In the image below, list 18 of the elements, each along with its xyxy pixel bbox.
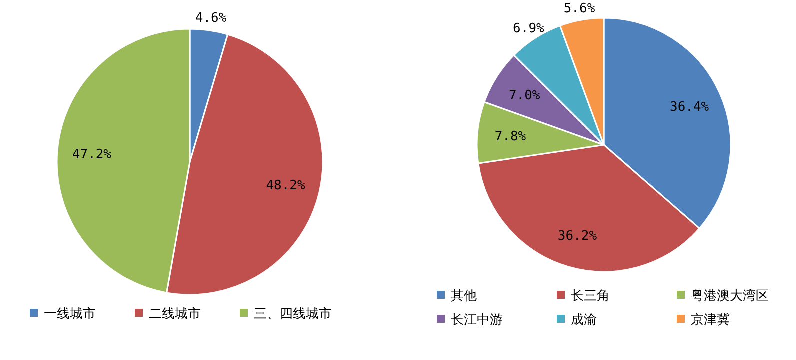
legend-label: 二线城市 <box>149 307 201 322</box>
legend-label: 成渝 <box>571 313 597 328</box>
data-label: 7.0% <box>508 88 540 104</box>
legend-label: 长江中游 <box>451 313 503 328</box>
data-label: 7.8% <box>494 130 526 145</box>
legend-label: 其他 <box>451 289 477 304</box>
legend-label: 三、四线城市 <box>254 307 332 322</box>
data-label: 5.6% <box>564 1 596 16</box>
data-label: 6.9% <box>513 21 545 36</box>
legend-label: 长三角 <box>571 289 610 304</box>
legend-label: 一线城市 <box>44 307 96 322</box>
data-label: 36.2% <box>558 229 598 244</box>
data-label: 36.4% <box>670 100 710 116</box>
legend-label: 京津冀 <box>691 313 730 328</box>
legend-label: 粤港澳大湾区 <box>691 288 769 304</box>
data-label: 4.6% <box>195 11 227 26</box>
data-label: 47.2% <box>72 147 112 162</box>
data-label: 48.2% <box>266 178 306 194</box>
